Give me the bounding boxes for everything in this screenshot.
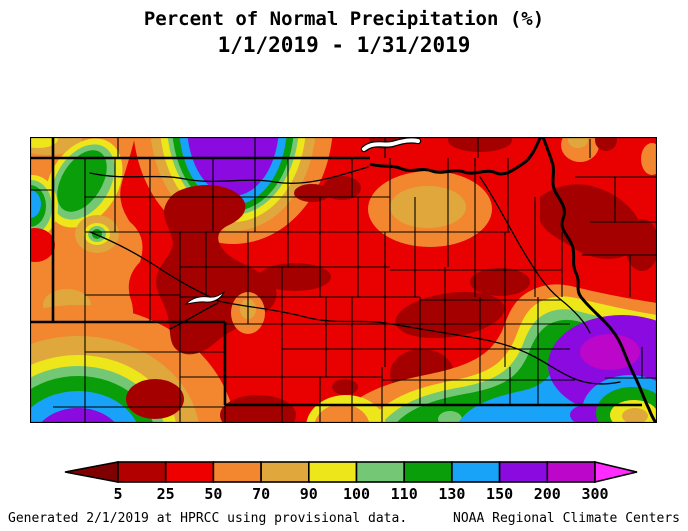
legend-tick-label: 5 [113,485,122,503]
legend-left-arrow [64,461,119,483]
legend-tick-label: 25 [157,485,175,503]
state-boundaries-layer [30,137,657,423]
legend-segment [403,461,453,483]
legend-segment [498,461,549,483]
legend-segment [212,461,262,483]
rivers-layer [89,166,621,385]
legend-segment [451,461,501,483]
legend-tick-label: 300 [581,485,608,503]
legend-segment [117,461,167,483]
legend-tick-label: 200 [534,485,561,503]
legend-right-arrow [594,460,638,484]
legend-segment [260,461,310,483]
legend-segment [164,461,215,483]
legend-tick-label: 50 [204,485,222,503]
page-title: Percent of Normal Precipitation (%) [143,8,545,30]
source-credit: NOAA Regional Climate Centers [453,511,680,526]
legend-tick-label: 70 [252,485,270,503]
legend-tick-label: 100 [343,485,370,503]
county-boundaries-layer [30,137,657,423]
precipitation-map [30,137,657,423]
lake-mcconaughy [184,290,226,305]
elkhorn-river-line [479,176,591,334]
map-canvas [30,137,657,423]
water-features [184,137,422,305]
generated-note: Generated 2/1/2019 at HPRCC using provis… [8,511,408,526]
legend-tick-label: 110 [391,485,418,503]
south-platte-river-line [169,302,219,330]
legend-colorbar: 5 25 50 70 90 100 110 130 150 200 300 [55,458,655,503]
platte-river-line [217,300,621,385]
map-frame [30,137,657,423]
legend-segment [355,461,406,483]
missouri-river-border [369,137,657,423]
legend-tick-label: 90 [300,485,318,503]
north-platte-river-line [89,231,219,302]
legend-tick-label: 130 [438,485,465,503]
niobrara-river-line [89,166,369,184]
legend-tick-label: 150 [486,485,513,503]
date-range-subtitle: 1/1/2019 - 1/31/2019 [217,33,471,57]
legend-segment [308,461,358,483]
legend-segment [546,461,596,483]
